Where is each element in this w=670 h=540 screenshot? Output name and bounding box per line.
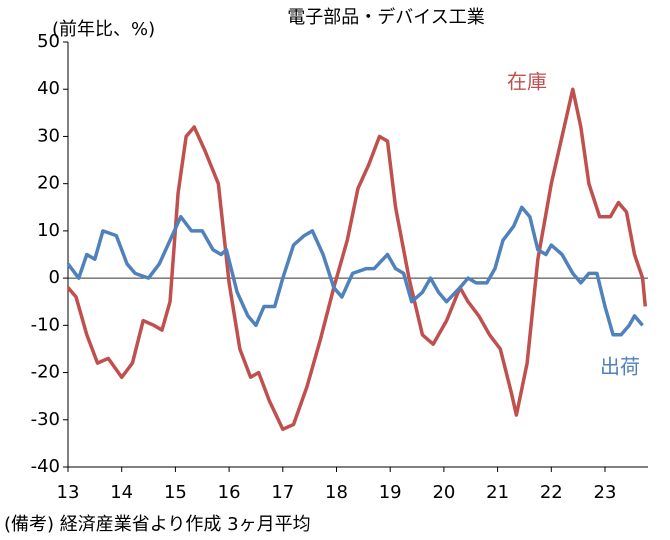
- x-tick-label: 17: [271, 482, 294, 503]
- y-tick-label: 40: [37, 78, 60, 99]
- x-tick-label: 18: [325, 482, 348, 503]
- y-tick-label: -10: [31, 314, 60, 335]
- x-tick-label: 23: [594, 482, 617, 503]
- y-tick-label: 30: [37, 125, 60, 146]
- x-tick-label: 15: [164, 482, 187, 503]
- series-label: 在庫: [507, 70, 547, 94]
- x-tick-label: 21: [486, 482, 509, 503]
- y-tick-label: 20: [37, 173, 60, 194]
- x-tick-label: 20: [432, 482, 455, 503]
- y-tick-label: 0: [49, 267, 60, 288]
- series-line: [66, 87, 648, 431]
- y-tick-label: 50: [37, 31, 60, 52]
- y-tick-label: 10: [37, 220, 60, 241]
- x-tick-label: 13: [57, 482, 80, 503]
- series-label: 出荷: [600, 355, 640, 379]
- chart-title: 電子部品・デバイス工業: [287, 7, 484, 28]
- x-tick-label: 16: [218, 482, 241, 503]
- series-line: [66, 205, 644, 337]
- x-tick-label: 22: [540, 482, 563, 503]
- x-tick-label: 19: [379, 482, 402, 503]
- y-tick-label: -30: [31, 409, 60, 430]
- footnote: (備考) 経済産業省より作成 3ヶ月平均: [4, 514, 311, 535]
- y-tick-label: -20: [31, 362, 60, 383]
- x-tick-label: 14: [110, 482, 133, 503]
- y-tick-label: -40: [31, 456, 60, 477]
- y-axis-label: (前年比、%): [52, 19, 155, 40]
